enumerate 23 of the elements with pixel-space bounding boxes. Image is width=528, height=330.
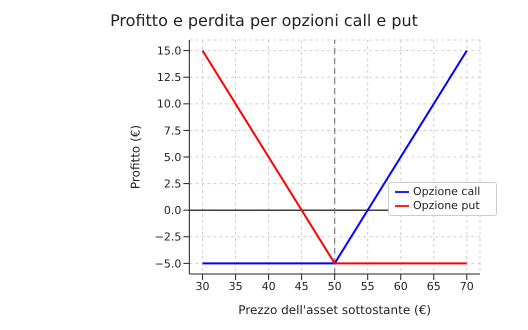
y-axis-title: Profitto (€)	[128, 124, 143, 190]
y-tick-label: 7.5	[164, 124, 182, 138]
x-tick-label: 55	[360, 280, 375, 293]
x-tick-label: 65	[426, 280, 441, 293]
x-tick-label: 35	[228, 280, 243, 293]
x-tick-label: 30	[196, 280, 210, 293]
x-tick-label: 60	[394, 280, 408, 293]
legend-label: Opzione put	[413, 199, 480, 212]
y-tick-label: −2.5	[154, 230, 182, 244]
x-tick-label: 40	[262, 280, 276, 293]
x-axis-title: Prezzo dell'asset sottostante (€)	[238, 303, 432, 317]
y-tick-label: 2.5	[164, 177, 182, 190]
y-tick-label: −5.0	[154, 257, 182, 270]
y-tick-label: 12.5	[156, 71, 182, 84]
legend-label: Opzione call	[413, 185, 480, 198]
chart-title: Profitto e perdita per opzioni call e put	[109, 10, 419, 32]
y-tick-label: 10.0	[156, 98, 182, 111]
x-tick-label: 50	[328, 280, 342, 293]
y-tick-label: 15.0	[156, 44, 182, 58]
x-tick-label: 70	[460, 280, 474, 293]
y-tick-label: 0.0	[164, 204, 182, 218]
x-tick-label: 45	[294, 280, 309, 293]
y-tick-label: 5.0	[164, 150, 182, 164]
